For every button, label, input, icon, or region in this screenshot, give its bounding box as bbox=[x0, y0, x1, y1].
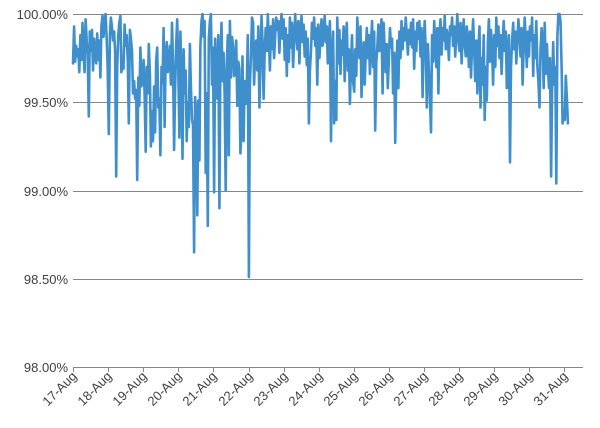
y-tick-labels: 98.00% 98.50% 99.00% 99.50% 100.00% bbox=[17, 7, 69, 375]
y-tick-label: 98.00% bbox=[24, 360, 69, 375]
y-tick-label: 99.00% bbox=[24, 184, 69, 199]
series-line bbox=[71, 12, 570, 279]
y-tick-label: 99.50% bbox=[24, 95, 69, 110]
axes bbox=[73, 367, 583, 372]
y-tick-label: 100.00% bbox=[17, 7, 69, 22]
y-tick-label: 98.50% bbox=[24, 272, 69, 287]
series-layer bbox=[71, 12, 570, 279]
